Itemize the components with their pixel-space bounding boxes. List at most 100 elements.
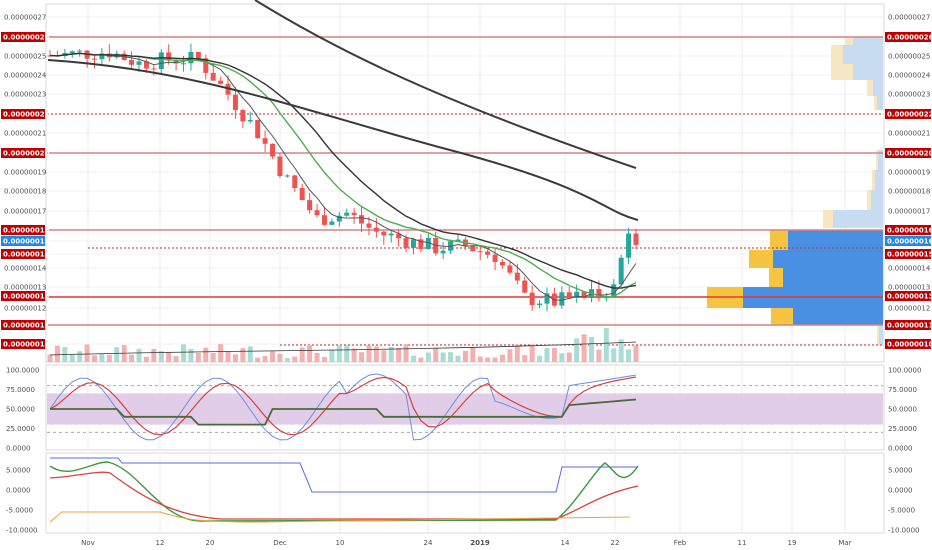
vp-yellow-5 [876,150,878,170]
candle-body-14 [151,68,157,70]
candle-body-27 [247,120,253,122]
candle-body-30 [270,143,276,157]
vp-blue-6 [875,170,883,190]
rsi-tick-left-3: 25.0000 [6,425,35,433]
rsi-tick-left-4: 0.0000 [6,445,31,453]
macd-red-line [49,471,639,520]
price-tag-right-bg-12 [885,236,931,246]
candle-body-20 [195,51,201,59]
vp-blue-2 [853,64,883,80]
macd-tick-left-2: -5.0000 [6,507,33,515]
candle-body-72 [581,291,587,298]
candle-body-26 [240,110,246,122]
candle-body-13 [143,61,149,69]
volume-bar-43 [366,345,372,362]
candle-body-49 [410,239,416,248]
vp-blue-0 [853,37,883,45]
vp-yellow-8 [823,210,833,228]
rsi-tick-left-1: 75.0000 [6,386,35,394]
price-tag-right-19: 0.00000010 [887,341,932,349]
volume-bar-41 [351,348,357,362]
vp-blue-11 [783,268,883,287]
volume-bar-65 [529,344,535,362]
volume-bar-51 [425,352,431,362]
vp-blue-9 [788,230,883,250]
volume-bar-27 [247,346,253,362]
volume-bar-38 [329,349,335,362]
candle-body-34 [299,187,305,201]
price-tick-right-2: 0.00000025 [888,53,930,61]
macd-panel: 5.0000 5.0000 0.0000 0.0000 -5.0000 -5.0000 -1… [6,457,919,535]
price-tick-left-0: 0.00000027 [4,14,46,22]
price-tick-left-6: 0.00000021 [4,130,46,138]
price-tag-right-18: 0.00000011 [887,322,932,330]
price-tick-right-4: 0.00000023 [888,91,930,99]
price-tag-left-13: 0.00000015 [3,251,50,259]
price-tag-right-bg-7 [885,148,931,158]
volume-bar-67 [544,348,550,362]
price-tick-right-14: 0.00000014 [888,265,931,273]
candle-body-62 [507,265,513,273]
candle-body-37 [321,215,327,225]
candle-body-44 [373,227,379,232]
ma-fast-line [49,52,637,301]
candle-body-39 [336,215,342,222]
price-tag-left-bg-7 [1,148,45,158]
x-tick-5: 24 [424,539,433,547]
candle-body-69 [559,292,565,306]
price-tag-left-12: 0.00000016 [3,238,50,246]
price-tag-left-bg-19 [1,339,45,349]
price-tick-right-8: 0.00000019 [888,169,930,177]
volume-bar-1 [54,345,60,362]
candle-body-53 [440,250,446,254]
volume-bar-69 [559,353,565,362]
rsi-tick-right-1: 75.0000 [888,386,917,394]
rsi-tick-left-0: 100.0000 [6,367,39,375]
price-tag-left-bg-5 [1,109,45,119]
volume-bar-56 [462,350,468,362]
volume-bar-40 [344,345,350,362]
volume-bar-55 [455,355,461,362]
candle-body-77 [618,257,624,285]
volume-bar-28 [255,357,261,362]
volume-bar-72 [581,334,587,362]
price-tag-right-11: 0.00000016 [887,227,932,235]
candle-body-33 [292,175,298,188]
x-tick-10: 11 [738,539,747,547]
vp-blue-1 [843,45,883,64]
volume-bar-8 [106,354,112,362]
candle-body-40 [344,212,350,216]
price-tag-left-11: 0.00000016 [3,227,50,235]
candle-body-16 [166,52,172,61]
vp-yellow-10 [749,250,773,268]
rsi-band [47,393,883,425]
price-tag-left-bg-11 [1,225,45,235]
volume-bar-20 [195,352,201,362]
volume-bar-47 [396,347,402,362]
x-tick-7: 14 [561,539,570,547]
price-tick-left-15: 0.00000013 [4,284,46,292]
price-tick-right-17: 0.00000012 [888,305,930,313]
volume-bar-21 [203,347,209,362]
price-tag-right-bg-5 [885,109,931,119]
volume-bar-46 [388,347,394,362]
candle-body-78 [626,233,632,258]
price-tick-right-3: 0.00000024 [888,72,931,80]
vp-yellow-1 [831,45,843,64]
macd-tick-right-1: 0.0000 [888,487,913,495]
volume-bars [47,328,639,362]
candle-body-23 [218,80,224,84]
volume-bar-29 [262,355,268,362]
vp-yellow-7 [867,190,871,210]
volume-bar-42 [359,352,365,362]
rsi-tick-right-0: 100.0000 [888,367,921,375]
volume-bar-49 [410,355,416,362]
price-tag-right-bg-18 [885,320,931,330]
rsi-tick-right-2: 50.0000 [888,406,917,414]
candle-body-43 [366,223,372,228]
price-tag-right-bg-13 [885,249,931,259]
rsi-tick-left-2: 50.0000 [6,406,35,414]
volume-bar-52 [433,347,439,362]
vp-blue-7 [871,190,883,210]
volume-bar-35 [307,344,313,362]
